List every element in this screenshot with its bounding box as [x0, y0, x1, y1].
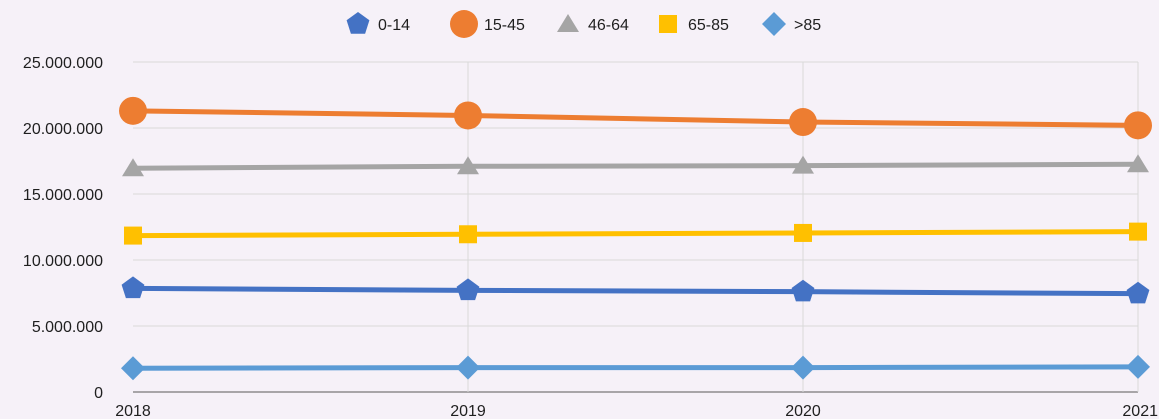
- legend-marker-triangle: [557, 14, 579, 32]
- data-point: [122, 158, 144, 177]
- y-tick-label: 10.000.000: [23, 253, 103, 270]
- y-tick-label: 0: [94, 385, 103, 402]
- legend: 0-14 15-45 46-64 65-85 >85: [346, 10, 821, 38]
- data-point: [794, 223, 812, 242]
- data-point: [457, 156, 479, 175]
- data-point: [1127, 154, 1149, 173]
- data-point: [119, 96, 147, 125]
- series-0: [121, 276, 1150, 304]
- series-4: [121, 354, 1150, 381]
- data-point: [1124, 111, 1152, 140]
- x-tick-label: 2018: [115, 403, 151, 419]
- legend-label: 46-64: [588, 17, 629, 34]
- data-point: [1126, 281, 1150, 304]
- data-point: [791, 355, 815, 380]
- legend-marker-pentagon: [346, 12, 370, 34]
- x-tick-label: 2020: [785, 403, 821, 419]
- y-tick-label: 25.000.000: [23, 55, 103, 72]
- data-point: [456, 278, 480, 301]
- x-axis-tick-labels: 2018 2019 2020 2021: [115, 403, 1158, 419]
- y-tick-label: 20.000.000: [23, 121, 103, 138]
- series-3: [124, 222, 1147, 245]
- y-tick-label: 5.000.000: [32, 319, 103, 336]
- y-axis-tick-labels: 0 5.000.000 10.000.000 15.000.000 20.000.000…: [23, 55, 103, 402]
- series-group: [119, 96, 1152, 381]
- series-2: [122, 154, 1149, 177]
- data-point: [124, 226, 142, 245]
- grid-lines: [133, 61, 1139, 393]
- x-tick-label: 2019: [450, 403, 486, 419]
- series-line: [132, 285, 1139, 297]
- series-line: [132, 108, 1139, 128]
- x-tick-label: 2021: [1122, 403, 1158, 419]
- data-point: [454, 101, 482, 130]
- data-point: [1129, 222, 1147, 241]
- legend-label: 0-14: [378, 17, 410, 34]
- data-point: [789, 108, 817, 137]
- data-point: [121, 276, 145, 299]
- legend-marker-circle: [450, 10, 478, 38]
- data-point: [791, 279, 815, 302]
- data-point: [121, 356, 145, 381]
- series-1: [119, 96, 1152, 140]
- legend-label: 65-85: [688, 17, 729, 34]
- data-point: [792, 155, 814, 174]
- legend-marker-diamond: [762, 12, 786, 36]
- data-point: [456, 355, 480, 380]
- data-point: [1126, 354, 1150, 379]
- legend-marker-square: [659, 15, 677, 33]
- legend-label: 15-45: [484, 17, 525, 34]
- series-line: [132, 161, 1139, 171]
- y-tick-label: 15.000.000: [23, 187, 103, 204]
- legend-label: >85: [794, 17, 821, 34]
- series-line: [132, 229, 1139, 239]
- data-point: [459, 225, 477, 244]
- series-line: [132, 364, 1139, 371]
